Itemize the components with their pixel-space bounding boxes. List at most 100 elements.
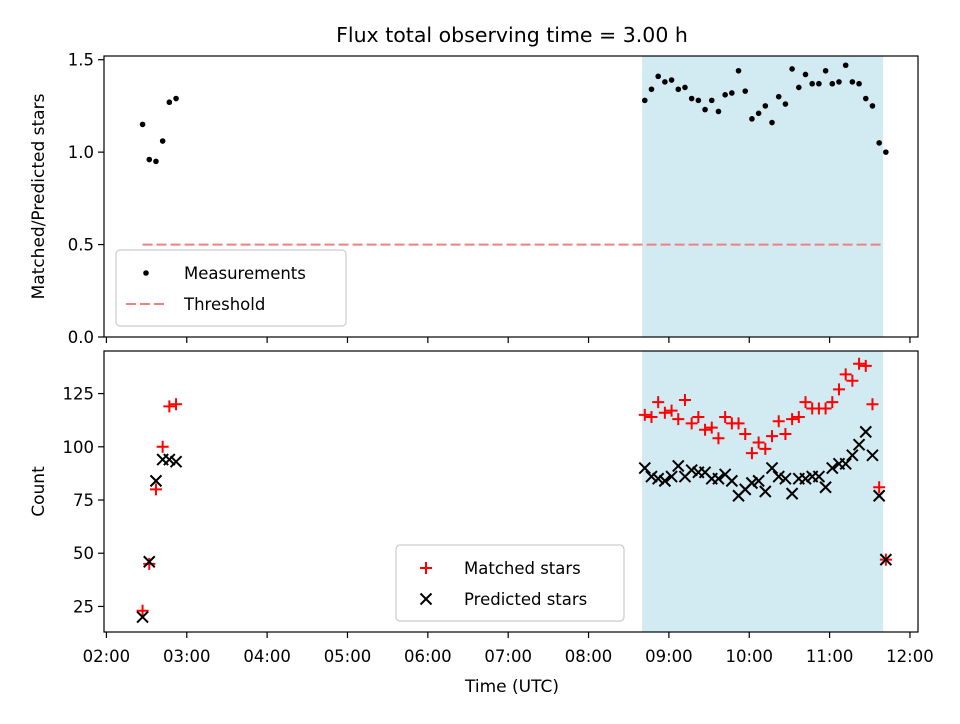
measurement-point — [822, 67, 829, 74]
measurement-point — [836, 79, 842, 85]
matched-star-point — [839, 368, 852, 381]
matched-star-point — [766, 430, 779, 443]
legend-marker-dot — [143, 270, 149, 276]
measurement-point — [816, 80, 822, 87]
measurement-point — [159, 138, 166, 144]
matched-star-point — [732, 417, 745, 430]
panel-count: 25 50 75 100 125 02:00 03:00 04:00 05:00 06:00 07:… — [29, 350, 934, 666]
y-tick-label: 1.5 — [68, 51, 94, 70]
predicted-star-point — [658, 474, 672, 488]
measurement-point — [775, 93, 782, 100]
matched-star-point — [163, 400, 176, 413]
measurement-point — [755, 110, 762, 117]
matched-star-point — [846, 374, 859, 387]
legend-marker-plus — [420, 562, 432, 574]
matched-star-point — [832, 383, 845, 396]
matched-star-point — [859, 359, 872, 372]
x-tick-label: 09:00 — [645, 647, 693, 666]
measurement-point — [153, 158, 159, 165]
matched-star-point — [786, 413, 799, 426]
plot-frame — [103, 55, 919, 338]
series-measurements — [139, 62, 889, 165]
measurement-point — [173, 95, 179, 102]
measurement-point — [708, 97, 715, 104]
legend: Measurements Threshold — [115, 249, 347, 327]
matched-star-point — [792, 410, 805, 423]
measurement-point — [742, 88, 749, 94]
predicted-star-point — [859, 425, 872, 439]
measurement-point — [856, 80, 862, 87]
measurement-point — [883, 149, 889, 155]
matched-star-point — [652, 396, 665, 409]
matched-star-point — [645, 410, 658, 423]
predicted-star-point — [779, 472, 792, 485]
predicted-star-point — [819, 481, 832, 494]
measurement-point — [789, 66, 795, 72]
measurement-point — [641, 97, 648, 104]
predicted-star-point — [826, 461, 839, 475]
matched-star-point — [665, 404, 678, 417]
y-axis-label: Count — [29, 466, 49, 517]
predicted-star-point — [866, 449, 879, 462]
matched-star-point — [866, 398, 879, 411]
matched-star-point — [678, 393, 691, 406]
predicted-star-point — [839, 457, 852, 471]
measurement-point — [675, 86, 682, 93]
measurement-point — [762, 103, 769, 109]
predicted-star-point — [765, 461, 779, 475]
matched-star-point — [136, 604, 149, 617]
matched-star-point — [638, 408, 651, 421]
predicted-star-point — [759, 485, 772, 498]
matched-star-point — [149, 483, 162, 496]
matched-star-point — [745, 447, 758, 460]
y-tick-label: 1.0 — [68, 143, 94, 162]
measurement-point — [662, 79, 668, 85]
measurement-point — [769, 119, 775, 126]
matched-star-point — [779, 428, 792, 441]
predicted-star-point — [812, 470, 826, 483]
predicted-star-point — [852, 438, 866, 451]
matched-star-point — [699, 423, 712, 436]
y-tick-label: 125 — [63, 385, 95, 404]
predicted-star-point — [685, 464, 698, 477]
panel-ratio: 0.0 0.5 1.0 1.5 Matched/Predicted stars Measu… — [29, 51, 919, 347]
x-tick-label: 05:00 — [324, 647, 372, 666]
measurement-point — [876, 140, 882, 146]
matched-star-point — [712, 432, 725, 445]
predicted-star-point — [872, 489, 886, 502]
measurement-point — [688, 95, 695, 102]
series-predicted-stars — [136, 425, 893, 624]
matched-star-point — [752, 436, 765, 449]
measurement-point — [139, 121, 146, 128]
predicted-star-point — [143, 555, 156, 568]
y-axis-label: Matched/Predicted stars — [29, 93, 49, 299]
legend-label: Measurements — [184, 264, 306, 283]
measurement-point — [802, 71, 809, 78]
matched-star-point — [873, 481, 886, 494]
legend: Matched stars Predicted stars — [395, 544, 625, 622]
legend-label: Matched stars — [464, 559, 581, 578]
legend-marker-x — [419, 592, 433, 606]
observing-window-shade — [642, 56, 884, 337]
matched-star-point — [739, 428, 752, 441]
series-matched-stars — [136, 357, 892, 617]
predicted-star-point — [665, 470, 678, 483]
measurement-point — [869, 103, 876, 109]
y-tick-label: 0.5 — [68, 236, 94, 255]
y-tick-label: 100 — [63, 438, 95, 457]
measurement-point — [702, 106, 708, 113]
measurement-point — [682, 84, 688, 91]
x-tick-label: 04:00 — [243, 647, 291, 666]
legend-label: Threshold — [183, 295, 265, 314]
measurement-point — [668, 77, 675, 83]
predicted-star-point — [149, 474, 163, 488]
measurement-point — [842, 62, 849, 69]
predicted-star-point — [163, 453, 176, 466]
x-tick-label: 06:00 — [404, 647, 452, 666]
predicted-star-point — [745, 476, 759, 490]
predicted-star-point — [772, 470, 785, 483]
chart-title: Flux total observing time = 3.00 h — [336, 23, 688, 47]
legend-box — [115, 249, 347, 327]
predicted-star-point — [672, 459, 685, 473]
